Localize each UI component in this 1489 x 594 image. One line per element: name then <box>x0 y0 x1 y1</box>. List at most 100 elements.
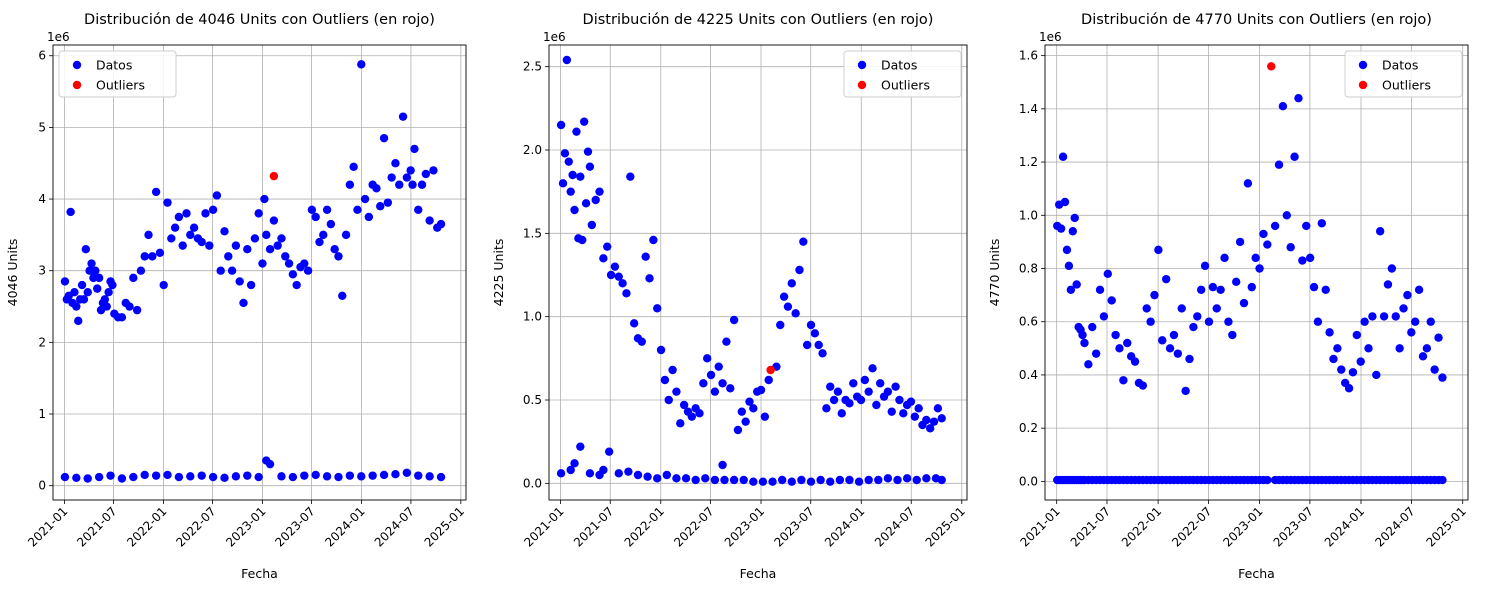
data-point <box>1391 312 1400 321</box>
data-point <box>826 477 835 486</box>
data-point <box>887 407 896 416</box>
data-point <box>1196 285 1206 294</box>
data-point <box>1360 317 1369 326</box>
data-point <box>833 387 843 396</box>
x-tick-label: 2023-07 <box>771 504 816 549</box>
data-point <box>1181 386 1190 396</box>
data-point <box>1294 94 1303 103</box>
data-point <box>1224 317 1233 326</box>
data-point <box>1399 304 1408 313</box>
data-point <box>1247 282 1256 292</box>
data-point <box>618 279 627 288</box>
legend-marker <box>857 60 867 70</box>
x-axis-label: Fecha <box>1238 566 1275 581</box>
data-point <box>791 309 800 318</box>
data-point <box>1169 330 1179 340</box>
data-point <box>254 472 263 482</box>
data-point <box>338 291 347 300</box>
plot-frame <box>548 44 968 501</box>
legend-box <box>843 50 962 98</box>
data-point <box>315 237 324 247</box>
data-point <box>576 172 585 181</box>
data-point <box>910 412 920 421</box>
data-point <box>937 414 946 423</box>
data-point <box>208 205 218 215</box>
data-point <box>379 133 389 143</box>
data-point <box>729 475 739 485</box>
data-point <box>94 273 104 283</box>
data-point <box>72 302 81 311</box>
data-point <box>1422 344 1432 353</box>
x-tick-label: 2022-07 <box>671 504 716 549</box>
legend-box <box>1344 50 1463 98</box>
legend-marker <box>72 60 82 70</box>
x-tick-label: 2022-07 <box>173 504 218 549</box>
legend: Datos Outliers <box>1344 50 1463 98</box>
data-point <box>292 280 301 290</box>
data-point <box>387 173 396 182</box>
data-point <box>756 385 766 395</box>
data-point <box>922 415 931 425</box>
data-point <box>1177 304 1186 313</box>
y-tick-label: 0.6 <box>1019 315 1038 329</box>
outlier-point <box>1267 62 1276 71</box>
data-point <box>277 234 286 243</box>
data-point <box>186 472 195 481</box>
data-point <box>72 473 81 482</box>
chart-title: Distribución de 4770 Units con Outliers … <box>1081 12 1432 28</box>
data-point <box>570 205 579 215</box>
data-point <box>876 379 885 388</box>
data-point <box>102 302 111 311</box>
data-point <box>368 471 377 480</box>
data-point <box>558 179 568 188</box>
data-point <box>1313 317 1323 326</box>
data-point <box>566 465 575 475</box>
data-point <box>1193 312 1202 321</box>
data-point <box>77 280 87 290</box>
data-point <box>937 475 946 485</box>
data-point <box>104 288 113 297</box>
data-point <box>899 409 908 418</box>
x-tick-label: 2024-07 <box>872 504 917 549</box>
data-point <box>1379 312 1389 321</box>
data-point <box>591 195 600 205</box>
data-point <box>395 180 404 189</box>
data-point <box>799 237 808 246</box>
legend-marker <box>72 80 82 90</box>
x-tick-label: 2022-01 <box>1119 504 1164 549</box>
data-point <box>1138 381 1148 390</box>
data-point <box>854 477 864 486</box>
data-point <box>140 252 149 261</box>
data-point <box>402 468 412 477</box>
data-point <box>265 459 275 469</box>
data-point <box>556 120 566 130</box>
data-point <box>1325 328 1334 337</box>
data-point <box>1064 261 1074 271</box>
data-point <box>787 477 796 486</box>
data-point <box>787 279 796 288</box>
data-point <box>604 447 614 456</box>
data-point <box>1146 317 1155 326</box>
data-point <box>201 209 210 218</box>
data-point <box>1356 357 1365 366</box>
data-point <box>672 474 681 483</box>
y-tick-label: 1 <box>38 407 46 421</box>
data-point <box>637 337 647 346</box>
data-point <box>906 397 916 406</box>
data-point <box>1270 221 1280 231</box>
data-point <box>300 259 309 268</box>
data-point <box>1078 330 1087 340</box>
plot-frame <box>1044 44 1469 501</box>
data-point <box>311 212 320 222</box>
data-point <box>1344 384 1354 393</box>
data-point <box>144 230 153 240</box>
data-point <box>66 207 75 217</box>
data-point <box>83 288 92 297</box>
data-point <box>205 241 214 250</box>
data-point <box>1321 285 1330 294</box>
data-point <box>300 471 309 480</box>
data-point <box>662 470 672 480</box>
x-tick-label: 2025-01 <box>1423 504 1468 549</box>
